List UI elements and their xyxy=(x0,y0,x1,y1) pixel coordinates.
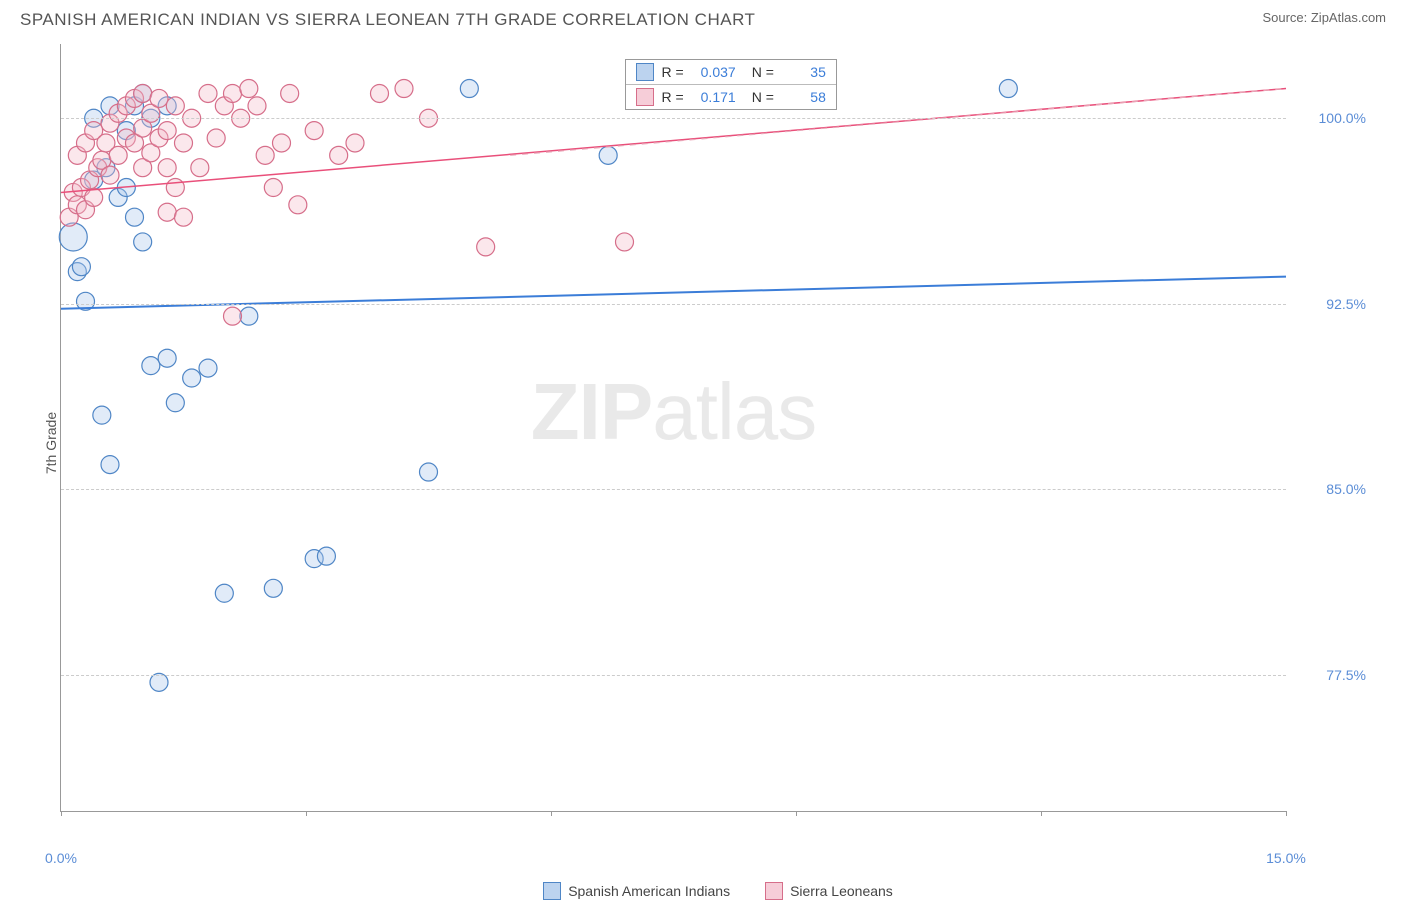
scatter-plot: ZIPatlas R =0.037N =35R =0.171N =58 100.… xyxy=(60,44,1286,812)
correlation-stats-box: R =0.037N =35R =0.171N =58 xyxy=(625,59,837,110)
stats-row-sierra: R =0.171N =58 xyxy=(626,85,836,109)
chart-title: SPANISH AMERICAN INDIAN VS SIERRA LEONEA… xyxy=(20,10,755,30)
bottom-legend: Spanish American Indians Sierra Leoneans xyxy=(50,882,1386,900)
legend-label-spanish: Spanish American Indians xyxy=(568,883,730,899)
stats-swatch-spanish xyxy=(636,63,654,81)
legend-swatch-sierra xyxy=(765,882,783,900)
trend-lines-layer xyxy=(61,44,1286,811)
chart-source: Source: ZipAtlas.com xyxy=(1262,10,1386,25)
y-tick-label: 92.5% xyxy=(1296,296,1366,312)
legend-item-sierra: Sierra Leoneans xyxy=(765,882,893,900)
y-tick-label: 77.5% xyxy=(1296,667,1366,683)
chart-header: SPANISH AMERICAN INDIAN VS SIERRA LEONEA… xyxy=(0,0,1406,36)
x-tick-label: 15.0% xyxy=(1266,850,1306,866)
legend-label-sierra: Sierra Leoneans xyxy=(790,883,893,899)
chart-area: 7th Grade ZIPatlas R =0.037N =35R =0.171… xyxy=(50,44,1386,842)
y-axis-label: 7th Grade xyxy=(43,412,59,474)
x-tick-label: 0.0% xyxy=(45,850,77,866)
y-tick-label: 100.0% xyxy=(1296,110,1366,126)
y-tick-label: 85.0% xyxy=(1296,481,1366,497)
legend-item-spanish: Spanish American Indians xyxy=(543,882,730,900)
legend-swatch-spanish xyxy=(543,882,561,900)
stats-row-spanish: R =0.037N =35 xyxy=(626,60,836,85)
stats-swatch-sierra xyxy=(636,88,654,106)
